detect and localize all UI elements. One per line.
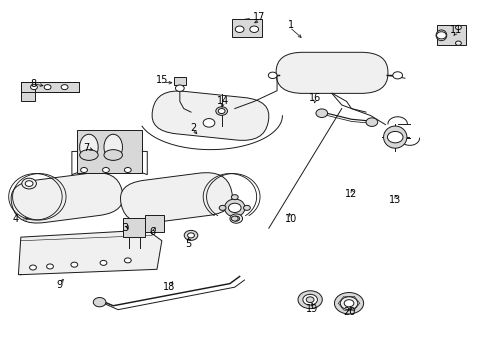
Ellipse shape: [435, 30, 446, 41]
Circle shape: [184, 230, 198, 240]
Circle shape: [218, 109, 224, 113]
FancyBboxPatch shape: [11, 173, 123, 223]
Text: 3: 3: [122, 223, 128, 233]
Circle shape: [235, 26, 244, 32]
Bar: [174, 77, 186, 85]
Text: 11: 11: [449, 25, 461, 35]
Circle shape: [81, 167, 87, 172]
Circle shape: [231, 216, 238, 221]
Circle shape: [124, 258, 131, 263]
Text: 19: 19: [306, 303, 318, 314]
Circle shape: [302, 294, 317, 305]
Ellipse shape: [104, 134, 122, 160]
Text: 14: 14: [216, 96, 228, 107]
Ellipse shape: [268, 72, 277, 78]
Bar: [21, 82, 79, 93]
Bar: [21, 82, 35, 102]
Text: 4: 4: [13, 214, 19, 224]
Circle shape: [61, 85, 68, 90]
Circle shape: [100, 260, 107, 265]
Circle shape: [22, 178, 36, 189]
Circle shape: [315, 109, 327, 117]
Circle shape: [215, 107, 227, 115]
Circle shape: [219, 205, 225, 210]
Bar: [232, 19, 261, 37]
Circle shape: [232, 216, 239, 221]
Text: 9: 9: [57, 280, 62, 291]
Circle shape: [340, 297, 357, 310]
Text: 13: 13: [388, 195, 401, 204]
Ellipse shape: [80, 150, 98, 160]
Text: 5: 5: [185, 239, 191, 249]
Circle shape: [386, 131, 402, 143]
Circle shape: [203, 118, 214, 127]
FancyBboxPatch shape: [276, 52, 387, 93]
Text: 2: 2: [190, 123, 196, 133]
Ellipse shape: [383, 126, 406, 148]
Ellipse shape: [104, 150, 122, 160]
Text: 18: 18: [163, 282, 175, 292]
Text: 6: 6: [149, 227, 155, 237]
Circle shape: [25, 181, 33, 186]
Circle shape: [71, 262, 78, 267]
Polygon shape: [19, 230, 162, 275]
Text: 12: 12: [345, 189, 357, 199]
FancyBboxPatch shape: [120, 173, 232, 223]
Text: 15: 15: [155, 75, 168, 85]
Circle shape: [30, 265, 36, 270]
Circle shape: [44, 85, 51, 90]
Circle shape: [455, 41, 460, 45]
Ellipse shape: [80, 134, 98, 160]
Circle shape: [297, 291, 322, 309]
Circle shape: [231, 195, 238, 200]
Circle shape: [46, 264, 53, 269]
Circle shape: [124, 167, 131, 172]
Circle shape: [102, 167, 109, 172]
Circle shape: [436, 32, 446, 39]
Circle shape: [187, 233, 194, 238]
Text: 17: 17: [252, 13, 264, 22]
FancyBboxPatch shape: [152, 91, 268, 140]
Circle shape: [228, 203, 241, 212]
Circle shape: [305, 297, 313, 302]
Text: 10: 10: [284, 214, 296, 224]
Bar: [436, 25, 465, 45]
Text: 8: 8: [30, 78, 36, 89]
Circle shape: [30, 85, 37, 90]
Bar: [77, 130, 142, 173]
Text: 7: 7: [83, 143, 89, 153]
Bar: [144, 215, 164, 232]
Circle shape: [344, 300, 353, 307]
Circle shape: [229, 214, 242, 223]
Circle shape: [93, 297, 106, 307]
Circle shape: [366, 118, 377, 126]
Circle shape: [455, 25, 460, 30]
Ellipse shape: [224, 199, 244, 217]
Bar: [122, 217, 144, 237]
Circle shape: [392, 72, 402, 79]
Circle shape: [249, 26, 258, 32]
Circle shape: [243, 205, 250, 210]
Circle shape: [175, 85, 184, 91]
Circle shape: [334, 293, 363, 314]
Text: 20: 20: [342, 307, 354, 317]
Text: 1: 1: [287, 19, 293, 30]
Text: 16: 16: [308, 93, 321, 103]
